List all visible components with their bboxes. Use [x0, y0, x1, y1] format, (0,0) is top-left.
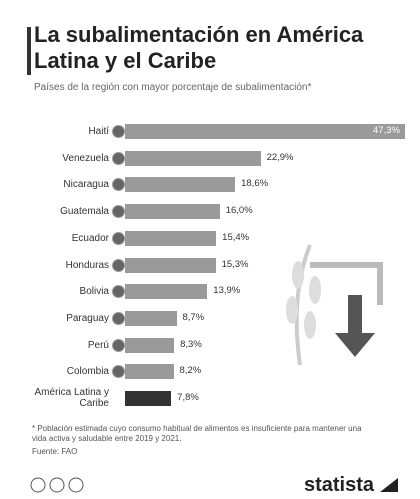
flag-icon: [112, 205, 125, 219]
flag-icon: [112, 365, 125, 379]
value-label: 8,3%: [180, 338, 202, 350]
value-label: 18,6%: [241, 178, 269, 190]
category-label: Guatemala: [60, 206, 109, 218]
category-label: Bolivia: [79, 286, 109, 298]
license-icons: [30, 477, 84, 493]
bar: [125, 310, 177, 326]
category-label: Nicaragua: [63, 179, 109, 191]
brand-logo: [380, 478, 398, 492]
value-label: 8,2%: [179, 365, 202, 377]
category-label: Venezuela: [62, 152, 109, 164]
category-label: Paraguay: [66, 312, 109, 324]
category-label: Haití: [88, 126, 109, 137]
value-label: 8,7%: [182, 311, 205, 323]
value-label: 16,0%: [225, 205, 253, 217]
chart-subtitle: Países de la región con mayor porcentaje…: [34, 82, 312, 93]
flag-icon: [112, 125, 125, 138]
source: Fuente: FAO: [32, 447, 78, 456]
category-label: Ecuador: [71, 232, 109, 244]
category-label: Perú: [87, 339, 109, 351]
flag-icon: [112, 311, 125, 325]
value-label: 7,8%: [177, 392, 199, 403]
flag-icon: [112, 338, 125, 352]
value-label: 22,9%: [266, 151, 294, 163]
flag-icon: [112, 151, 125, 165]
value-label: 15,4%: [222, 231, 250, 243]
wheat-icon: [286, 244, 383, 366]
footnote: * Población estimada cuyo consumo habitu…: [32, 424, 362, 443]
bar: [125, 124, 406, 139]
bar: [125, 204, 220, 220]
category-label: América Latina y Caribe: [34, 387, 109, 409]
bar: [125, 177, 236, 193]
bar: [125, 230, 217, 246]
flag-icon: [112, 285, 125, 299]
title-accent: [27, 27, 31, 75]
value-label: 47,3%: [373, 125, 400, 136]
flag-icon: [112, 258, 125, 272]
value-label: 13,9%: [213, 285, 241, 297]
bar: [125, 364, 174, 380]
category-label: Colombia: [66, 366, 109, 378]
bar: [125, 337, 175, 353]
bar: [125, 257, 216, 273]
bar: [125, 391, 172, 406]
category-label: Honduras: [65, 259, 109, 271]
value-label: 15,3%: [221, 258, 249, 270]
flag-icon: [112, 178, 125, 192]
bar: [125, 150, 261, 166]
bar: [125, 284, 208, 300]
brand: statista: [303, 474, 374, 496]
chart-title: La subalimentación en América Latina y e…: [34, 22, 364, 73]
flag-icon: [112, 231, 125, 245]
